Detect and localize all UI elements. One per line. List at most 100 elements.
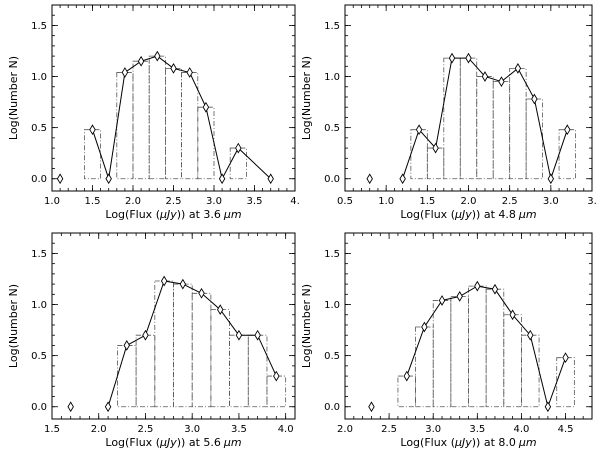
data-point (368, 401, 375, 413)
y-tick-label: 0.5 (31, 123, 47, 134)
histogram-bar (468, 285, 487, 408)
x-axis-label-part: 8.0 (498, 436, 516, 449)
y-axis-label: Log(Number N) (300, 56, 313, 140)
data-point (121, 67, 129, 78)
x-tick-label: 2.5 (381, 424, 397, 435)
data-point (67, 401, 74, 413)
data-point (491, 283, 499, 295)
y-tick-label: 0.5 (324, 123, 340, 134)
histogram-bar (116, 72, 134, 180)
x-tick-label: 3.0 (425, 424, 441, 435)
x-axis-label: Log(Flux (μJy)) at 5.6 μm (105, 436, 241, 449)
x-tick-label: 1.5 (44, 424, 60, 435)
x-tick-label: 3. (587, 196, 597, 207)
histogram-bar (432, 300, 452, 408)
x-axis-label-part: Log(Flux ( (400, 208, 455, 221)
histogram-bar (181, 72, 199, 180)
histogram-bar (135, 334, 156, 408)
y-tick-label: 0.5 (31, 351, 47, 362)
data-point (217, 304, 224, 316)
x-tick-label: 3.5 (231, 424, 247, 435)
y-tick-label: 1.0 (31, 72, 47, 83)
panel-4: 2.0 2.5 3.0 3.5 4.0 4.5 0.0 0.5 1.0 1.5 Log(Flux (… (300, 232, 593, 449)
y-tick-label: 1.0 (324, 300, 340, 311)
data-point (273, 370, 280, 382)
x-axis-label: Log(Flux (μJy)) at 3.6 μm (105, 208, 241, 221)
histogram-bar (509, 67, 527, 180)
x-axis-label: Log(Flux (μJy)) at 8.0 μm (400, 436, 536, 449)
x-tick-label: 4.0 (278, 424, 294, 435)
data-point (254, 329, 261, 341)
histogram-bar (229, 334, 249, 408)
data-point (170, 62, 177, 74)
histogram-bar (459, 57, 478, 180)
x-tick-label: 1.5 (419, 196, 435, 207)
y-tick-label: 1.5 (31, 249, 47, 260)
histogram-bar (503, 314, 522, 408)
data-point (531, 93, 538, 105)
x-axis-label-part: μJy (454, 436, 472, 449)
y-tick-label: 1.0 (324, 72, 340, 83)
x-axis-label-part: )) at (177, 436, 204, 449)
histogram-bar (210, 309, 230, 408)
y-tick-label: 0.5 (324, 351, 340, 362)
x-tick-label: 3.0 (184, 424, 200, 435)
y-tick-label: 1.5 (31, 21, 47, 32)
x-axis-label: Log(Flux (μJy)) at 4.8 μm (400, 208, 536, 221)
x-axis-label-part: μJy (454, 208, 472, 221)
data-point (547, 173, 555, 185)
data-point (123, 340, 130, 351)
data-point (399, 173, 406, 185)
data-point (432, 142, 439, 154)
data-point (186, 67, 193, 78)
x-axis-label-part: μJy (159, 436, 177, 449)
x-tick-label: 3.0 (206, 196, 222, 207)
data-point (481, 71, 489, 82)
y-tick-label: 0.0 (31, 402, 47, 413)
data-point (179, 278, 187, 290)
panel-1: 1.0 1.5 2.0 2.5 3.0 3.5 4. 0.0 0.5 1.0 1.5 Log(Flux… (7, 4, 300, 221)
x-axis-label-part: Log(Flux ( (105, 208, 160, 221)
histogram-bar (229, 147, 247, 180)
histogram-bar (117, 345, 137, 408)
x-axis-label-part: 4.8 (498, 208, 516, 221)
y-tick-label: 1.0 (31, 300, 47, 311)
data-point (235, 329, 243, 341)
x-axis-label-part: μm (223, 208, 242, 221)
x-axis-label-part: μm (518, 436, 537, 449)
histogram-bar (476, 76, 494, 180)
data-point (456, 290, 463, 302)
data-point (421, 321, 428, 333)
data-point (137, 55, 145, 67)
x-axis-label-part: )) at (472, 436, 499, 449)
x-tick-label: 4.0 (513, 424, 529, 435)
data-point (403, 370, 410, 382)
data-point (465, 52, 472, 64)
histogram-bar (443, 57, 461, 180)
y-tick-label: 0.0 (324, 402, 340, 413)
y-axis-label: Log(Number N) (7, 284, 20, 368)
data-point (544, 401, 552, 413)
y-tick-label: 1.5 (324, 249, 340, 260)
y-tick-label: 0.0 (31, 174, 47, 185)
x-tick-label: 2.5 (138, 424, 154, 435)
data-point (564, 124, 571, 136)
histogram-bar (492, 81, 511, 180)
histogram-bar (164, 67, 182, 180)
histogram-bar (148, 55, 166, 180)
histogram-bar (410, 129, 428, 180)
y-tick-label: 1.5 (324, 21, 340, 32)
data-point (104, 401, 112, 413)
histogram-bar (556, 357, 575, 408)
x-axis-label-part: 3.6 (203, 208, 221, 221)
x-tick-label: 2.0 (461, 196, 477, 207)
data-point (105, 173, 112, 185)
x-tick-label: 4.5 (558, 424, 574, 435)
data-point (267, 173, 274, 185)
data-point (562, 352, 569, 364)
x-tick-label: 1.0 (378, 196, 394, 207)
data-point (474, 280, 481, 292)
x-tick-label: 2.0 (337, 424, 353, 435)
